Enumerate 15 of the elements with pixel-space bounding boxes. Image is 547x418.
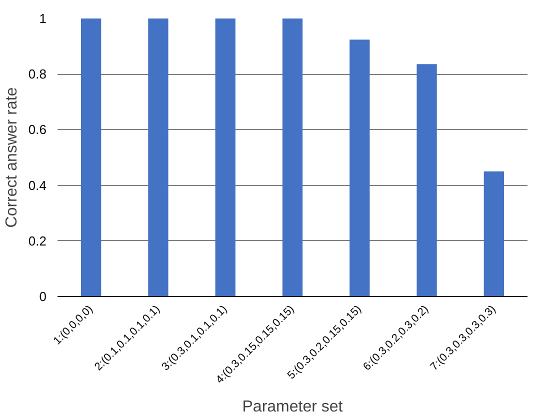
y-tick-label: 0.4 xyxy=(28,178,47,193)
bar xyxy=(215,18,236,296)
y-tick-label: 0.6 xyxy=(28,122,47,138)
bar xyxy=(148,18,168,296)
bar xyxy=(81,18,102,296)
bar xyxy=(484,171,504,296)
bar xyxy=(416,64,437,296)
y-tick-label: 1 xyxy=(39,11,47,26)
bar xyxy=(282,18,303,296)
y-tick-label: 0 xyxy=(39,289,47,304)
x-axis-title: Parameter set xyxy=(242,398,344,416)
y-axis-title: Correct answer rate xyxy=(3,87,20,228)
bar xyxy=(350,40,370,296)
y-tick-label: 0.2 xyxy=(28,233,47,248)
y-tick-label: 0.8 xyxy=(28,66,47,82)
